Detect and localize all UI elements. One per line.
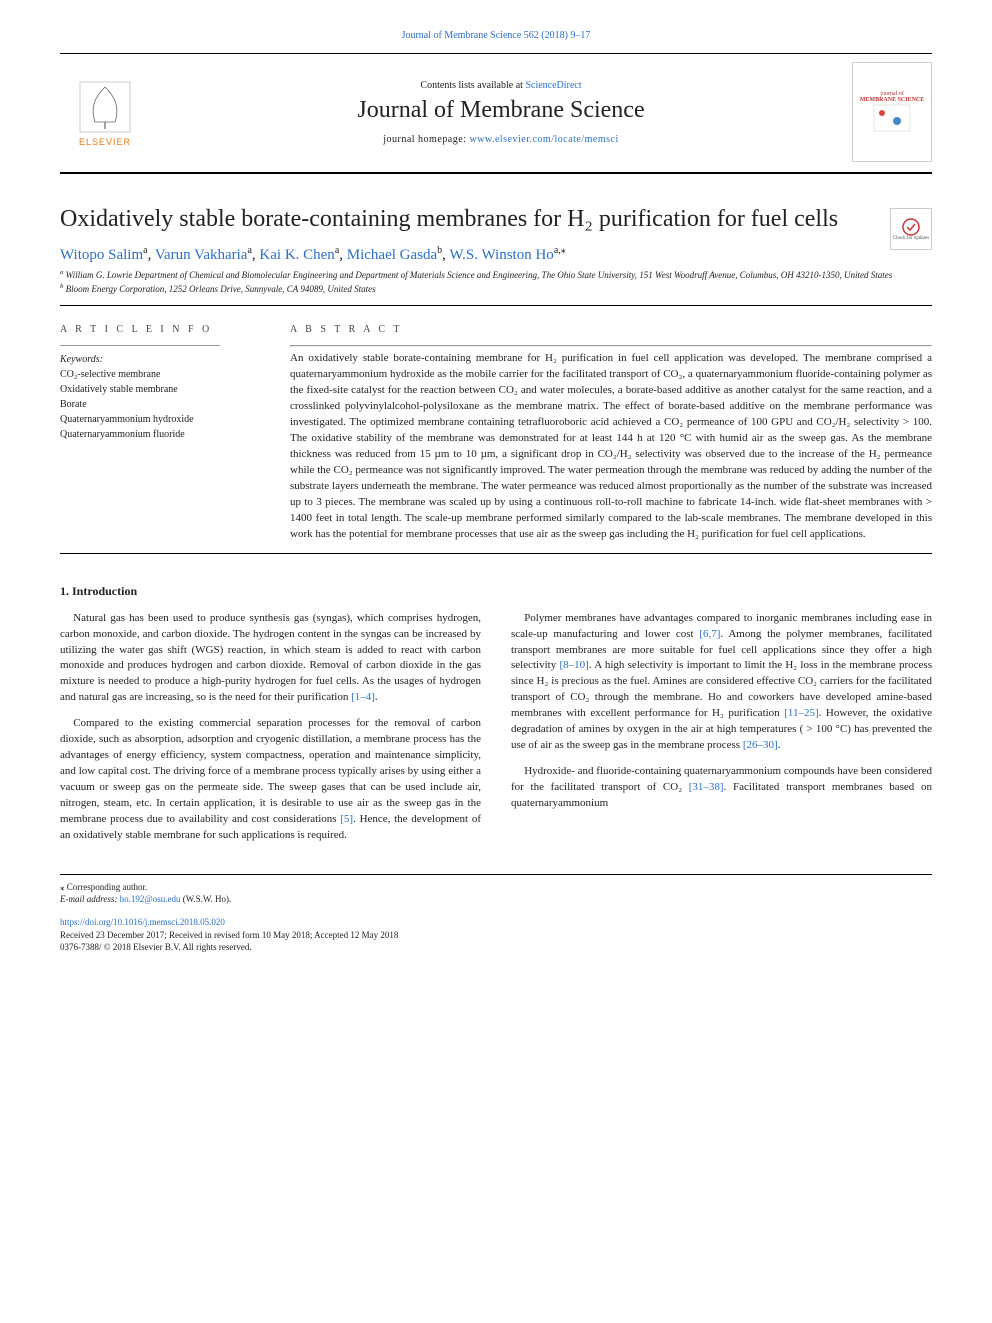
journal-name: Journal of Membrane Science bbox=[150, 97, 852, 124]
sciencedirect-link[interactable]: ScienceDirect bbox=[525, 80, 581, 91]
article-info-label: A R T I C L E I N F O bbox=[60, 324, 260, 335]
divider bbox=[60, 305, 932, 306]
citation-link[interactable]: [26–30] bbox=[743, 739, 778, 751]
journal-homepage: journal homepage: www.elsevier.com/locat… bbox=[150, 134, 852, 145]
affiliation-b: b Bloom Energy Corporation, 1252 Orleans… bbox=[60, 282, 932, 296]
author: Michael Gasdab bbox=[347, 247, 442, 263]
header-center: Contents lists available at ScienceDirec… bbox=[150, 80, 852, 145]
introduction-heading: 1. Introduction bbox=[60, 584, 932, 599]
keyword: Quaternaryammonium fluoride bbox=[60, 427, 260, 442]
intro-paragraph: Hydroxide- and fluoride-containing quate… bbox=[511, 764, 932, 812]
corresponding-email-link[interactable]: ho.192@osu.edu bbox=[120, 894, 181, 904]
citation-link[interactable]: [11–25] bbox=[784, 707, 818, 719]
intro-paragraph: Compared to the existing commercial sepa… bbox=[60, 716, 481, 844]
article-title: Oxidatively stable borate-containing mem… bbox=[60, 204, 932, 235]
author-name-link[interactable]: Kai K. Chen bbox=[259, 247, 334, 263]
citation-link[interactable]: [5] bbox=[340, 813, 353, 825]
abstract-label: A B S T R A C T bbox=[290, 324, 932, 335]
info-divider bbox=[60, 345, 220, 346]
author-name-link[interactable]: Michael Gasda bbox=[347, 247, 437, 263]
homepage-prefix: journal homepage: bbox=[383, 134, 469, 145]
citation-link[interactable]: [6,7] bbox=[699, 628, 720, 640]
cover-graphic-icon bbox=[872, 103, 912, 133]
email-person: (W.S.W. Ho). bbox=[180, 894, 231, 904]
issn-line: 0376-7388/ © 2018 Elsevier B.V. All righ… bbox=[60, 941, 932, 954]
author-name-link[interactable]: W.S. Winston Ho bbox=[449, 247, 553, 263]
abstract-divider bbox=[290, 345, 932, 347]
author-affiliation-mark: a bbox=[247, 245, 251, 256]
check-updates-badge[interactable]: Check for updates bbox=[890, 208, 932, 250]
keyword: Borate bbox=[60, 397, 260, 412]
affiliation-a: a William G. Lowrie Department of Chemic… bbox=[60, 268, 932, 282]
author-list: Witopo Salima, Varun Vakhariaa, Kai K. C… bbox=[60, 245, 932, 264]
info-abstract-row: A R T I C L E I N F O Keywords: CO₂-sele… bbox=[60, 324, 932, 542]
author-name-link[interactable]: Witopo Salim bbox=[60, 247, 143, 263]
citation-link[interactable]: [1–4] bbox=[351, 691, 375, 703]
homepage-link[interactable]: www.elsevier.com/locate/memsci bbox=[469, 134, 618, 145]
keyword: CO₂-selective membrane bbox=[60, 367, 260, 382]
author: Varun Vakhariaa bbox=[155, 247, 252, 263]
abstract-col: A B S T R A C T An oxidatively stable bo… bbox=[290, 324, 932, 542]
author-affiliation-mark: a bbox=[335, 245, 339, 256]
received-line: Received 23 December 2017; Received in r… bbox=[60, 929, 932, 942]
keywords-list: CO₂-selective membraneOxidatively stable… bbox=[60, 367, 260, 442]
page-footer: ⁎ Corresponding author. E-mail address: … bbox=[60, 874, 932, 954]
top-citation: Journal of Membrane Science 562 (2018) 9… bbox=[60, 30, 932, 41]
citation-link[interactable]: [8–10] bbox=[559, 659, 588, 671]
introduction-section: 1. Introduction Natural gas has been use… bbox=[60, 584, 932, 844]
author: Kai K. Chena bbox=[259, 247, 339, 263]
author: W.S. Winston Hoa,⁎ bbox=[449, 247, 565, 263]
author-affiliation-mark: a,⁎ bbox=[554, 245, 566, 256]
doi-link[interactable]: https://doi.org/10.1016/j.memsci.2018.05… bbox=[60, 917, 225, 927]
affiliations: a William G. Lowrie Department of Chemic… bbox=[60, 268, 932, 295]
top-citation-link[interactable]: Journal of Membrane Science 562 (2018) 9… bbox=[402, 30, 591, 41]
contents-prefix: Contents lists available at bbox=[420, 80, 525, 91]
elsevier-logo-label: ELSEVIER bbox=[79, 137, 131, 147]
keyword: Oxidatively stable membrane bbox=[60, 382, 260, 397]
journal-cover-thumb: journal of MEMBRANE SCIENCE bbox=[852, 62, 932, 162]
email-line: E-mail address: ho.192@osu.edu (W.S.W. H… bbox=[60, 893, 932, 906]
email-label: E-mail address: bbox=[60, 894, 120, 904]
citation-link[interactable]: [31–38] bbox=[689, 781, 724, 793]
keyword: Quaternaryammonium hydroxide bbox=[60, 412, 260, 427]
divider bbox=[60, 553, 932, 554]
elsevier-tree-icon bbox=[75, 77, 135, 137]
abstract-text: An oxidatively stable borate-containing … bbox=[290, 351, 932, 542]
journal-header: ELSEVIER Contents lists available at Sci… bbox=[60, 53, 932, 174]
author: Witopo Salima bbox=[60, 247, 148, 263]
contents-available: Contents lists available at ScienceDirec… bbox=[150, 80, 852, 91]
article-info-col: A R T I C L E I N F O Keywords: CO₂-sele… bbox=[60, 324, 260, 542]
intro-paragraph: Natural gas has been used to produce syn… bbox=[60, 611, 481, 707]
check-updates-label: Check for updates bbox=[893, 236, 929, 241]
corresponding-author-note: ⁎ Corresponding author. bbox=[60, 881, 932, 894]
author-affiliation-mark: a bbox=[143, 245, 147, 256]
intro-paragraph: Polymer membranes have advantages compar… bbox=[511, 611, 932, 754]
check-updates-icon bbox=[902, 218, 920, 236]
doi-line: https://doi.org/10.1016/j.memsci.2018.05… bbox=[60, 916, 932, 929]
elsevier-logo: ELSEVIER bbox=[60, 62, 150, 162]
author-affiliation-mark: b bbox=[437, 245, 442, 256]
introduction-body: Natural gas has been used to produce syn… bbox=[60, 611, 932, 844]
keywords-label: Keywords: bbox=[60, 354, 260, 365]
author-name-link[interactable]: Varun Vakharia bbox=[155, 247, 248, 263]
